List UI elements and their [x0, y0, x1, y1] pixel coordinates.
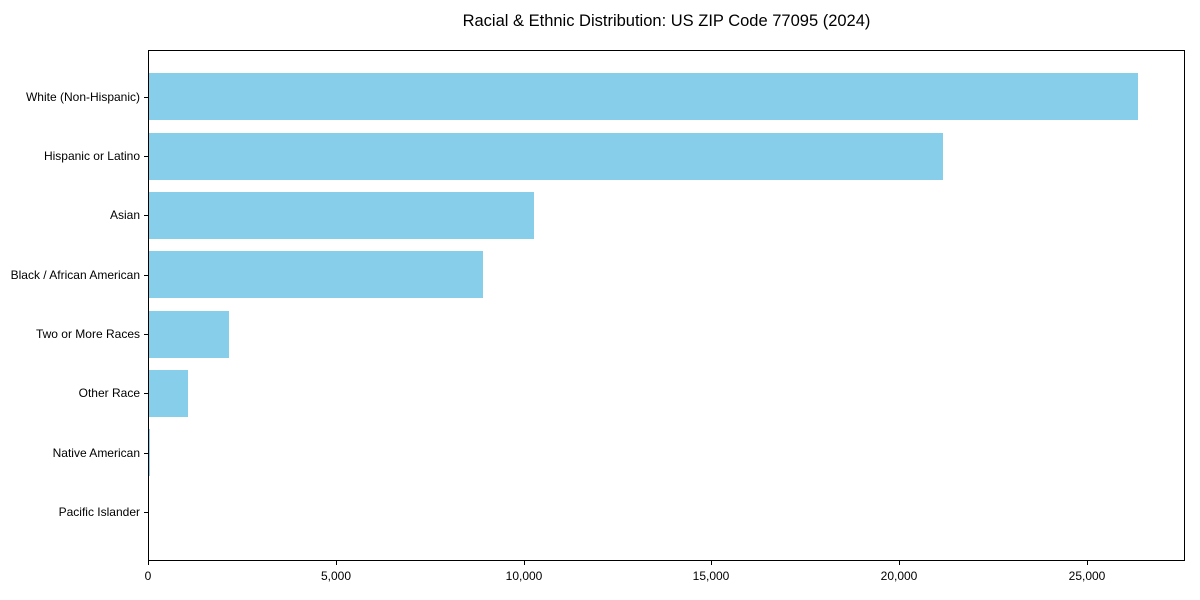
x-tick: [711, 561, 712, 565]
x-tick: [899, 561, 900, 565]
bars-layer: [149, 51, 1184, 560]
chart-bar: [149, 429, 150, 477]
y-tick: [144, 156, 148, 157]
chart-bar: [149, 251, 483, 299]
plot-area: [148, 50, 1185, 561]
y-tick: [144, 275, 148, 276]
y-tick-label: Other Race: [78, 386, 140, 400]
x-tick-label: 25,000: [1068, 569, 1106, 583]
y-tick-label: Black / African American: [10, 268, 140, 282]
x-tick-label: 15,000: [692, 569, 730, 583]
chart-bar: [149, 191, 534, 239]
x-tick: [336, 561, 337, 565]
x-tick-label: 20,000: [880, 569, 918, 583]
y-tick: [144, 393, 148, 394]
x-tick: [148, 561, 149, 565]
y-tick-label: Native American: [52, 446, 140, 460]
x-tick-label: 0: [144, 569, 152, 583]
y-tick: [144, 215, 148, 216]
y-tick-label: Hispanic or Latino: [43, 149, 140, 163]
x-tick: [1087, 561, 1088, 565]
chart-title: Racial & Ethnic Distribution: US ZIP Cod…: [462, 12, 871, 30]
chart-bar: [149, 310, 229, 358]
chart-bar: [149, 132, 943, 180]
y-tick: [144, 334, 148, 335]
x-tick-label: 5,000: [320, 569, 352, 583]
y-tick: [144, 97, 148, 98]
y-tick: [144, 453, 148, 454]
y-tick-label: Pacific Islander: [58, 505, 140, 519]
chart-bar: [149, 369, 188, 417]
x-tick-label: 10,000: [505, 569, 543, 583]
y-tick-label: Two or More Races: [35, 327, 140, 341]
chart-bar: [149, 73, 1138, 121]
y-tick-label: White (Non-Hispanic): [25, 90, 140, 104]
y-tick-label: Asian: [109, 208, 140, 222]
x-tick: [524, 561, 525, 565]
y-tick: [144, 512, 148, 513]
